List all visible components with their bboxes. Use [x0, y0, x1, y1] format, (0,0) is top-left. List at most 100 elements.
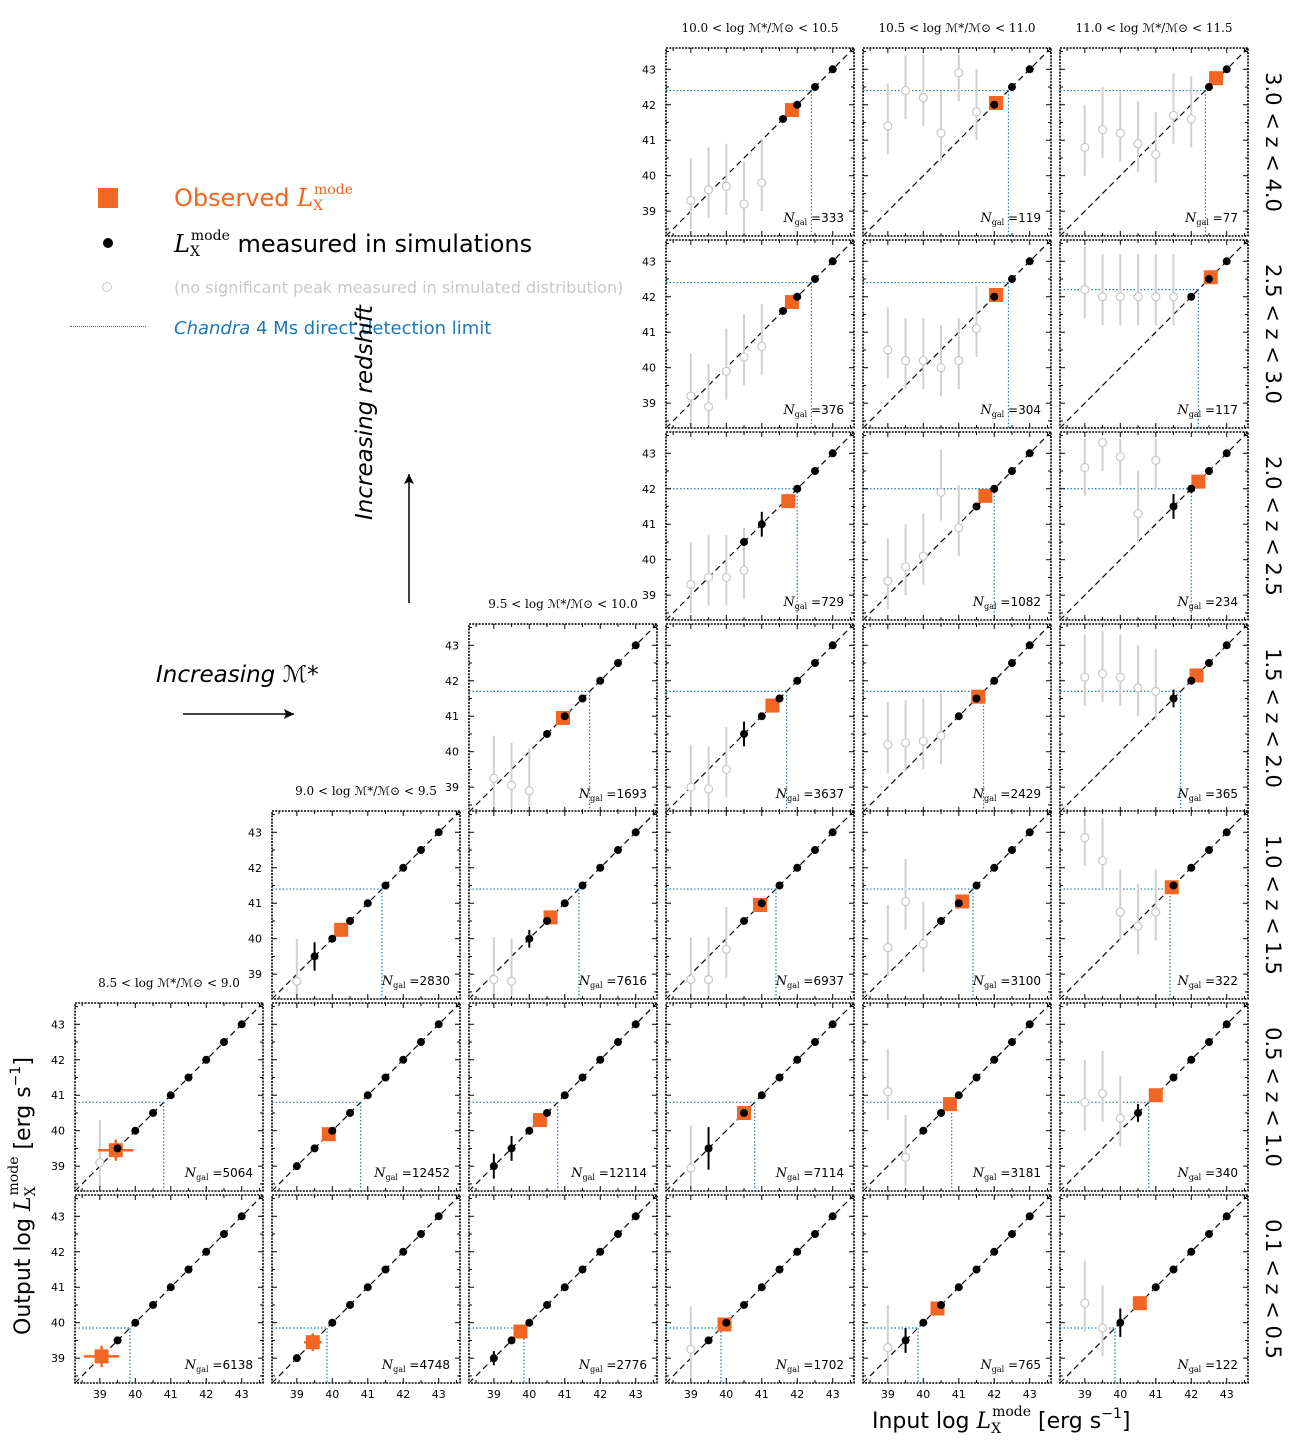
redshift-arrow-head: [404, 474, 414, 484]
simulated-point: [990, 863, 999, 872]
simulated-point: [828, 1212, 837, 1221]
no-peak-point: [703, 784, 714, 794]
no-peak-point: [757, 341, 767, 352]
simulated-point: [1204, 1230, 1213, 1239]
simulated-point: [346, 916, 355, 925]
simulated-point: [757, 1283, 766, 1292]
simulated-point: [775, 1265, 784, 1274]
x-tick-label: 39: [1078, 1388, 1092, 1401]
y-tick-label: 40: [642, 170, 656, 183]
no-peak-point: [1080, 672, 1090, 682]
mass-arrow-label: Increasing ℳ*: [156, 662, 319, 688]
no-peak-point: [918, 356, 928, 366]
panel-3-4: Ngal =6937: [665, 810, 855, 1000]
simulated-point: [828, 65, 837, 74]
simulated-point: [219, 1230, 228, 1239]
no-peak-point: [1133, 292, 1143, 302]
no-peak-point: [721, 572, 731, 583]
simulated-point: [775, 881, 784, 890]
no-peak-point: [918, 551, 928, 561]
no-peak-point: [1168, 292, 1179, 302]
simulated-point: [328, 1126, 337, 1135]
panel-3-0: Ngal =333 39 40 41 42 43: [642, 47, 855, 237]
x-tick-label: 42: [199, 1388, 213, 1401]
simulated-point: [740, 916, 749, 925]
simulated-point: [113, 1144, 122, 1153]
observed-point: [532, 1113, 547, 1128]
ngal-label: Ngal =2776: [578, 1358, 647, 1374]
simulated-point: [954, 899, 963, 908]
x-tick-label: 42: [593, 1388, 607, 1401]
simulated-point: [434, 1020, 443, 1029]
simulated-point: [722, 1318, 731, 1327]
redshift-bin-label: 0.1 < z < 0.5: [1261, 1219, 1285, 1359]
simulated-point: [810, 83, 819, 92]
y-tick-label: 40: [51, 1317, 65, 1330]
no-peak-point: [1115, 452, 1125, 462]
simulated-point: [613, 1230, 622, 1239]
x-tick-label: 43: [826, 1388, 840, 1401]
simulated-point: [184, 1265, 193, 1274]
simulated-point: [1134, 1108, 1143, 1117]
y-tick-label: 39: [642, 589, 656, 602]
simulated-point: [1025, 449, 1034, 458]
simulated-point: [363, 1091, 372, 1100]
simulated-point: [990, 1055, 999, 1064]
simulated-point: [990, 484, 999, 493]
no-peak-point: [883, 121, 893, 131]
ngal-label: Ngal =333: [782, 211, 844, 227]
no-peak-point: [1115, 907, 1125, 917]
y-tick-label: 42: [51, 1054, 65, 1067]
no-peak-point: [739, 199, 749, 209]
redshift-arrow-label: Increasing redshift: [352, 305, 378, 520]
simulated-point: [775, 1073, 784, 1082]
simulated-point: [740, 1108, 749, 1117]
simulated-point: [149, 1300, 158, 1309]
x-tick-label: 42: [987, 1388, 1001, 1401]
ngal-label: Ngal =365: [1176, 787, 1238, 803]
simulated-point: [328, 934, 337, 943]
simulated-point: [1222, 828, 1231, 837]
simulated-point: [631, 828, 640, 837]
panel-2-4: Ngal =7616: [468, 810, 658, 1000]
no-peak-point: [1133, 683, 1143, 693]
no-peak-point: [489, 974, 499, 985]
no-peak-point: [686, 1163, 696, 1173]
ngal-label: Ngal =7616: [578, 974, 647, 990]
x-tick-label: 39: [290, 1388, 304, 1401]
y-tick-label: 39: [51, 1352, 65, 1365]
y-tick-label: 39: [248, 968, 262, 981]
redshift-bin-label: 1.0 < z < 1.5: [1261, 835, 1285, 975]
x-tick-label: 40: [1113, 1388, 1127, 1401]
x-tick-label: 40: [128, 1388, 142, 1401]
simulated-point: [1007, 659, 1016, 668]
ngal-label: Ngal =5064: [184, 1166, 253, 1182]
x-tick-label: 40: [916, 1388, 930, 1401]
observed-point: [978, 488, 993, 503]
simulated-point: [166, 1283, 175, 1292]
simulated-point: [613, 1038, 622, 1047]
ngal-label: Ngal =12452: [373, 1166, 450, 1182]
simulated-point: [937, 1108, 946, 1117]
x-tick-label: 39: [487, 1388, 501, 1401]
y-tick-label: 41: [642, 518, 656, 531]
simulated-point: [1169, 694, 1178, 703]
no-peak-point: [1115, 672, 1125, 682]
no-peak-point: [936, 363, 946, 373]
simulated-point: [237, 1212, 246, 1221]
ngal-label: Ngal =1702: [775, 1358, 844, 1374]
no-peak-point: [1115, 292, 1125, 302]
panel-3-6: Ngal =1702 39 40 41 42 43: [665, 1194, 855, 1401]
simulated-point: [793, 1055, 802, 1064]
simulated-point: [1222, 257, 1231, 266]
identity-line: [665, 239, 855, 429]
simulated-point: [793, 1247, 802, 1256]
simulated-marker-icon: [103, 238, 113, 248]
no-peak-point: [95, 1158, 105, 1168]
y-tick-label: 42: [642, 483, 656, 496]
x-tick-label: 41: [558, 1388, 572, 1401]
y-tick-label: 40: [642, 362, 656, 375]
simulated-point: [631, 1212, 640, 1221]
simulated-point: [631, 641, 640, 650]
y-tick-label: 41: [51, 1089, 65, 1102]
